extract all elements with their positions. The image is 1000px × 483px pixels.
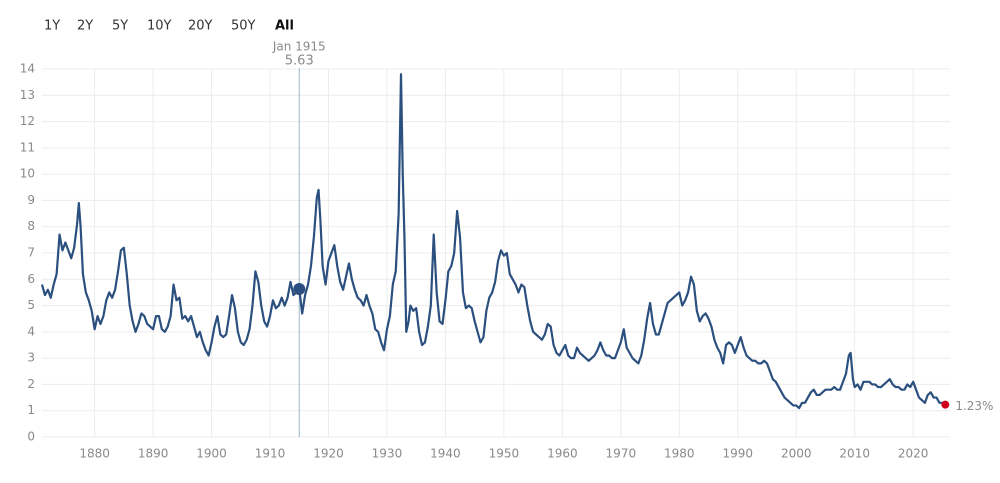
current-marker	[941, 400, 950, 409]
x-tick-label: 1990	[722, 447, 753, 461]
y-tick-label: 5	[27, 298, 35, 312]
range-button[interactable]: 20Y	[188, 19, 213, 34]
range-button[interactable]: All	[275, 19, 294, 34]
x-tick-label: 1920	[313, 447, 344, 461]
x-tick-label: 1890	[138, 447, 169, 461]
y-tick-label: 6	[27, 272, 35, 286]
y-tick-label: 10	[20, 167, 35, 181]
y-tick-label: 8	[27, 219, 35, 233]
data-line	[40, 73, 946, 410]
y-tick-label: 14	[20, 62, 35, 76]
range-button[interactable]: 10Y	[147, 19, 172, 34]
x-tick-label: 1980	[664, 447, 695, 461]
x-tick-label: 2000	[781, 447, 812, 461]
y-tick-label: 2	[27, 377, 35, 391]
range-button[interactable]: 1Y	[44, 19, 60, 34]
y-tick-label: 11	[20, 140, 35, 154]
x-tick-label: 1970	[606, 447, 637, 461]
y-tick-label: 0	[27, 430, 35, 444]
y-tick-label: 3	[27, 351, 35, 365]
hover-date: Jan 1915	[272, 40, 326, 54]
y-tick-label: 4	[27, 324, 35, 338]
x-tick-label: 1960	[547, 447, 578, 461]
y-tick-label: 13	[20, 88, 35, 102]
y-tick-label: 1	[27, 403, 35, 417]
current-label: 1.23%	[955, 399, 993, 413]
hover-marker	[293, 283, 306, 296]
y-tick-label: 9	[27, 193, 35, 207]
x-tick-label: 1950	[489, 447, 520, 461]
x-tick-label: 1900	[196, 447, 227, 461]
x-tick-label: 1940	[430, 447, 461, 461]
range-button[interactable]: 5Y	[112, 19, 128, 34]
x-tick-label: 2020	[898, 447, 929, 461]
x-tick-label: 1910	[255, 447, 286, 461]
range-button[interactable]: 50Y	[231, 19, 256, 34]
x-tick-label: 2010	[839, 447, 870, 461]
x-tick-label: 1930	[372, 447, 403, 461]
range-button[interactable]: 2Y	[77, 19, 93, 34]
y-tick-label: 7	[27, 246, 35, 260]
y-tick-label: 12	[20, 114, 35, 128]
hover-value: 5.63	[285, 54, 314, 69]
x-tick-label: 1880	[79, 447, 110, 461]
